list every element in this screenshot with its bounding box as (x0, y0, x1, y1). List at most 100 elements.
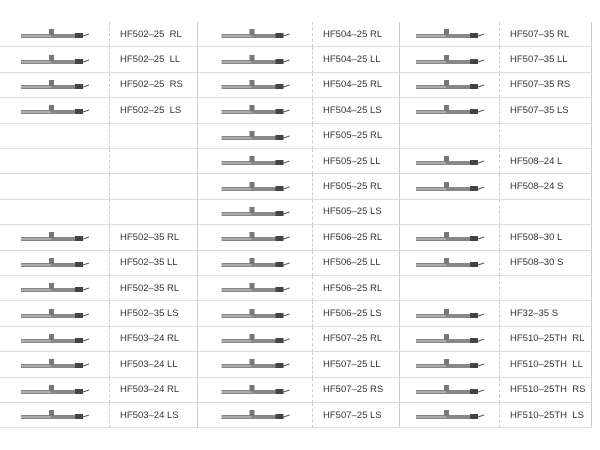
image-cell (198, 225, 313, 251)
part-image (221, 79, 290, 89)
part-image (415, 410, 484, 420)
part-image (415, 308, 484, 318)
image-cell (400, 47, 500, 73)
label-cell: HF505–25 RL (313, 174, 400, 200)
label-cell: HF502–35 RL (110, 276, 198, 302)
part-image (415, 257, 484, 267)
image-cell (198, 352, 313, 378)
label-cell: HF506–25 LS (313, 301, 400, 327)
part-image (221, 308, 290, 318)
part-image (221, 105, 290, 115)
part-image (415, 384, 484, 394)
part-image (221, 384, 290, 394)
part-image (221, 181, 290, 191)
part-image (20, 410, 89, 420)
image-cell (0, 98, 110, 124)
image-cell (198, 276, 313, 302)
part-image (221, 232, 290, 242)
label-cell (110, 199, 198, 226)
label-cell: HF503–24 LS (110, 403, 198, 429)
image-cell (400, 377, 500, 403)
part-image (415, 156, 484, 166)
part-image (221, 206, 290, 216)
image-cell (0, 225, 110, 251)
label-cell: HF502–35 LL (110, 250, 198, 276)
part-image (415, 105, 484, 115)
image-cell (198, 98, 313, 124)
part-image (20, 283, 89, 293)
label-cell: HF510–25TH LL (500, 352, 592, 378)
label-cell (110, 149, 198, 175)
label-cell: HF506–25 RL (313, 276, 400, 302)
label-cell: HF505–25 RL (313, 123, 400, 149)
image-cell (198, 403, 313, 429)
part-image (221, 333, 290, 343)
image-cell (400, 98, 500, 124)
image-cell (400, 199, 500, 226)
part-image (20, 257, 89, 267)
part-image (221, 130, 290, 140)
label-cell: HF508–24 L (500, 149, 592, 175)
part-image (20, 308, 89, 318)
part-image (20, 29, 89, 39)
label-cell (500, 199, 592, 226)
label-cell: HF510–25TH RS (500, 377, 592, 403)
label-cell: HF508–30 L (500, 225, 592, 251)
image-cell (400, 72, 500, 99)
label-cell: HF504–25 RL (313, 22, 400, 48)
label-cell: HF502–25 LS (110, 98, 198, 124)
image-cell (0, 326, 110, 353)
image-cell (400, 22, 500, 48)
image-cell (400, 225, 500, 251)
label-cell: HF502–25 RL (110, 22, 198, 48)
label-cell: HF504–25 LS (313, 98, 400, 124)
part-image (20, 384, 89, 394)
image-cell (0, 47, 110, 73)
image-cell (400, 326, 500, 353)
label-cell: HF32–35 S (500, 301, 592, 327)
part-image (415, 29, 484, 39)
label-cell: HF507–35 LL (500, 47, 592, 73)
label-cell: HF507–25 LL (313, 352, 400, 378)
part-image (415, 181, 484, 191)
image-cell (0, 301, 110, 327)
part-image (20, 79, 89, 89)
label-cell: HF507–35 RL (500, 22, 592, 48)
image-cell (400, 276, 500, 302)
image-cell (0, 199, 110, 226)
label-cell: HF502–35 RL (110, 225, 198, 251)
label-cell: HF502–25 LL (110, 47, 198, 73)
image-cell (400, 123, 500, 149)
image-cell (400, 403, 500, 429)
label-cell: HF503–24 LL (110, 352, 198, 378)
label-cell: HF502–35 LS (110, 301, 198, 327)
image-cell (0, 123, 110, 149)
label-cell: HF507–25 LS (313, 403, 400, 429)
label-cell: HF503–24 RL (110, 377, 198, 403)
image-cell (198, 199, 313, 226)
label-cell: HF502–25 RS (110, 72, 198, 99)
image-cell (198, 250, 313, 276)
image-cell (0, 250, 110, 276)
label-cell (500, 276, 592, 302)
image-cell (0, 403, 110, 429)
image-cell (0, 276, 110, 302)
part-image (415, 333, 484, 343)
part-image (221, 359, 290, 369)
image-cell (198, 377, 313, 403)
image-cell (400, 250, 500, 276)
label-cell: HF507–35 RS (500, 72, 592, 99)
label-cell: HF504–25 RL (313, 72, 400, 99)
image-cell (198, 174, 313, 200)
image-cell (198, 72, 313, 99)
label-cell: HF508–30 S (500, 250, 592, 276)
part-image (415, 232, 484, 242)
part-image (221, 410, 290, 420)
image-cell (0, 352, 110, 378)
label-cell: HF503–24 RL (110, 326, 198, 353)
part-image (221, 257, 290, 267)
image-cell (198, 149, 313, 175)
label-cell: HF510–25TH LS (500, 403, 592, 429)
label-cell: HF506–25 LL (313, 250, 400, 276)
image-cell (198, 47, 313, 73)
